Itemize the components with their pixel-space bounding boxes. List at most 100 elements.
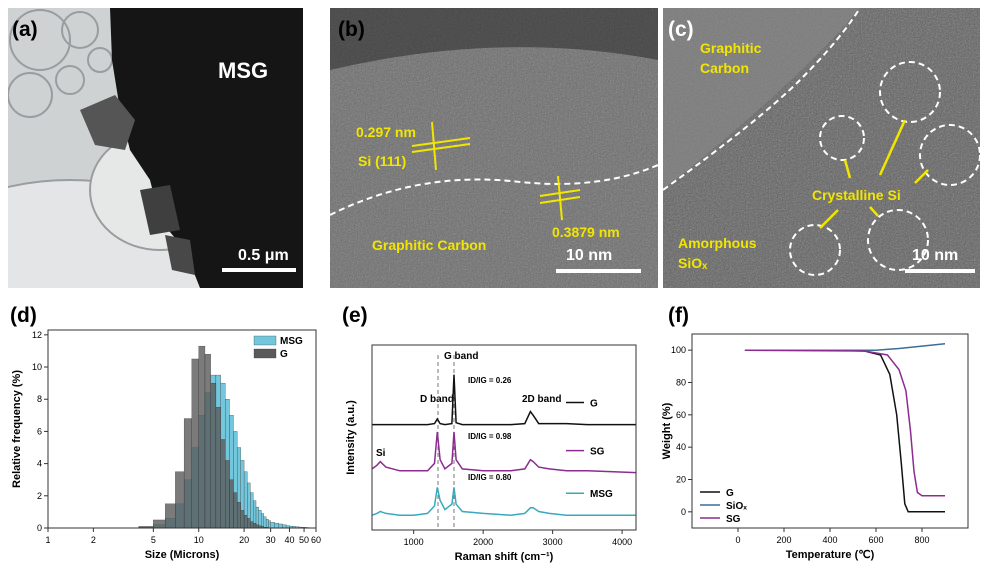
y-tick-label: 0 (37, 523, 42, 533)
x-axis-label: Temperature (℃) (786, 549, 875, 561)
legend-label: G (726, 488, 734, 499)
legend-label: SG (590, 447, 605, 458)
bar (268, 521, 270, 528)
d-spacing: 0.297 nm (356, 124, 416, 140)
bar (250, 522, 253, 528)
bar (184, 419, 192, 528)
annotation: 2D band (522, 394, 561, 405)
bar (253, 523, 256, 528)
y-tick-label: 8 (37, 394, 42, 404)
legend-label: G (280, 349, 288, 360)
bar (205, 354, 211, 528)
bar (237, 502, 241, 528)
x-tick-label: 3000 (543, 537, 563, 547)
bar (241, 510, 244, 528)
annotation: Si (376, 448, 386, 459)
bar (266, 519, 268, 528)
legend-label: MSG (590, 489, 613, 500)
bar (165, 504, 175, 528)
x-tick-label: 4000 (612, 537, 632, 547)
y-axis-label: Weight (%) (661, 402, 673, 459)
bar (275, 523, 279, 528)
x-tick-label: 1 (45, 535, 50, 545)
bar (199, 346, 205, 528)
y-tick-label: 12 (32, 330, 42, 340)
plane-label: Si (111) (358, 153, 406, 169)
bar (233, 493, 237, 528)
bar (261, 514, 263, 528)
bar (221, 439, 226, 528)
bar (229, 480, 233, 528)
legend-label: G (590, 399, 598, 410)
y-tick-label: 100 (671, 345, 686, 355)
x-tick-label: 40 (284, 535, 294, 545)
y-tick-label: 20 (676, 475, 686, 485)
bar (259, 510, 262, 528)
bar (271, 522, 275, 528)
bar (247, 518, 250, 528)
panel-label: (a) (12, 18, 38, 41)
x-tick-label: 20 (239, 535, 249, 545)
x-tick-label: 5 (151, 535, 156, 545)
x-tick-label: 10 (194, 535, 204, 545)
y-tick-label: 6 (37, 426, 42, 436)
legend-swatch (254, 336, 276, 345)
bar (279, 524, 283, 528)
annotation: G band (444, 351, 478, 362)
scale-label: 10 nm (566, 247, 612, 264)
x-tick-label: 2000 (473, 537, 493, 547)
legend-swatch (254, 349, 276, 358)
x-tick-label: 800 (914, 535, 929, 545)
panel-label: (b) (338, 18, 365, 41)
legend-label: SiOₓ (726, 501, 747, 512)
panel-label: (c) (668, 18, 694, 41)
legend-label: MSG (280, 336, 303, 347)
panel-label: (f) (668, 304, 689, 327)
y-tick-label: 0 (681, 507, 686, 517)
bar (216, 407, 221, 528)
x-tick-label: 600 (868, 535, 883, 545)
line (745, 350, 945, 512)
bar (211, 383, 216, 528)
y-tick-label: 10 (32, 362, 42, 372)
x-tick-label: 50 (299, 535, 309, 545)
annotation: D band (420, 394, 454, 405)
y-axis-label: Intensity (a.u.) (345, 400, 357, 475)
region-label: Graphitic (700, 40, 762, 56)
bar (225, 460, 229, 528)
scale-label: 0.5 μm (238, 247, 289, 264)
bar (264, 517, 266, 528)
region-label: Carbon (700, 60, 749, 76)
x-tick-label: 60 (311, 535, 321, 545)
x-tick-label: 2 (91, 535, 96, 545)
line (745, 350, 945, 496)
panel-label: (e) (342, 304, 368, 327)
y-tick-label: 40 (676, 442, 686, 452)
x-tick-label: 400 (822, 535, 837, 545)
y-tick-label: 4 (37, 459, 42, 469)
region-label: Crystalline Si (812, 187, 901, 203)
x-axis-label: Size (Microns) (145, 549, 220, 561)
x-axis-label: Raman shift (cm⁻¹) (455, 551, 554, 563)
line (745, 344, 945, 351)
bar (244, 515, 247, 528)
annotation: ID/IG = 0.26 (468, 376, 512, 385)
y-tick-label: 80 (676, 378, 686, 388)
annotation: ID/IG = 0.80 (468, 473, 512, 482)
d-spacing: 0.3879 nm (552, 224, 620, 240)
x-tick-label: 200 (776, 535, 791, 545)
bar (192, 359, 199, 528)
region-label: SiOₓ (678, 255, 708, 271)
x-tick-label: 0 (735, 535, 740, 545)
legend-label: SG (726, 514, 741, 525)
scale-label: 10 nm (912, 247, 958, 264)
annotation: ID/IG = 0.98 (468, 432, 512, 441)
region-label: Graphitic Carbon (372, 237, 486, 253)
bar (153, 520, 165, 528)
y-tick-label: 60 (676, 410, 686, 420)
bar (175, 472, 184, 528)
x-tick-label: 1000 (404, 537, 424, 547)
y-tick-label: 2 (37, 491, 42, 501)
region-label: Amorphous (678, 235, 757, 251)
